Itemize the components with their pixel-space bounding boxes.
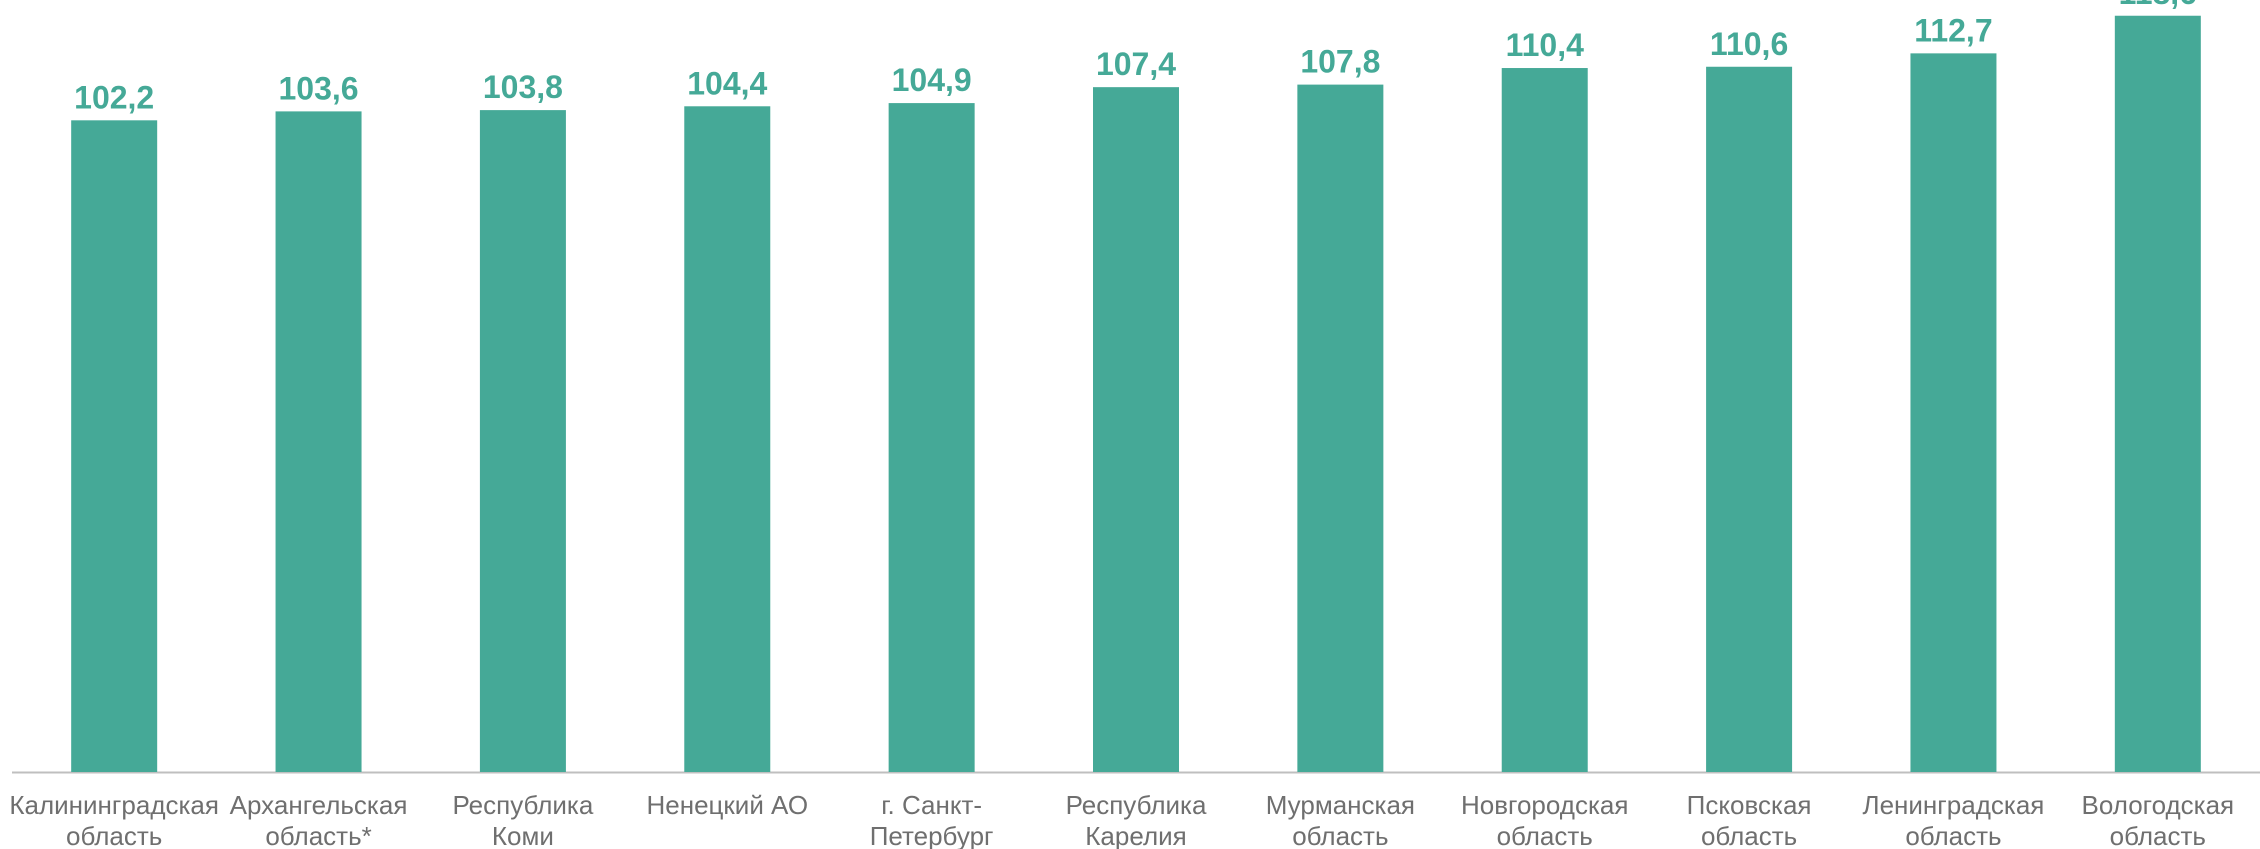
bar: [684, 106, 771, 772]
category-label: г. Санкт-Петербург: [870, 790, 994, 849]
bar: [888, 103, 975, 773]
value-labels-group: 102,2 103,6 103,8 104,4 104,9 107,4 107,8 110,4…: [74, 0, 2197, 115]
category-label-line: Республика: [452, 790, 593, 820]
category-label: Новгородская область: [1461, 790, 1628, 849]
category-label: Архангельская область*: [230, 790, 408, 849]
category-label-line: Псковская: [1687, 790, 1812, 820]
bar: [1910, 53, 1997, 773]
bar: [1706, 66, 1793, 772]
value-label: 103,6: [279, 70, 359, 106]
category-label-line: область: [2110, 821, 2206, 849]
bar: [1501, 68, 1588, 772]
category-label-line: Мурманская: [1266, 790, 1415, 820]
category-label: Псковская область: [1687, 790, 1812, 849]
value-label: 107,4: [1096, 46, 1176, 82]
category-label-line: Вологодская: [2082, 790, 2235, 820]
category-label-line: Коми: [492, 821, 554, 849]
category-label: Калининградская область: [9, 790, 219, 849]
category-label-line: область*: [265, 821, 371, 849]
value-label: 104,9: [892, 62, 972, 98]
category-label-line: Ненецкий АО: [646, 790, 808, 820]
bars-group: [71, 15, 2201, 773]
value-label: 104,4: [687, 65, 767, 101]
category-label-line: область: [1497, 821, 1593, 849]
value-label: 103,8: [483, 69, 563, 105]
value-label: 102,2: [74, 79, 154, 115]
value-label: 110,4: [1506, 27, 1585, 63]
category-label-line: область: [1292, 821, 1388, 849]
category-label: Ленинградская область: [1863, 790, 2045, 849]
category-label-line: область: [1905, 821, 2001, 849]
bar: [2114, 15, 2201, 773]
category-label-line: Петербург: [870, 821, 994, 849]
category-label-line: Архангельская: [230, 790, 408, 820]
category-label-line: Калининградская: [9, 790, 219, 820]
category-label-line: Карелия: [1085, 821, 1186, 849]
value-label: 110,6: [1710, 26, 1788, 62]
category-label-line: г. Санкт-: [881, 790, 982, 820]
category-label-line: Республика: [1066, 790, 1207, 820]
bar: [275, 111, 362, 772]
category-label-line: область: [66, 821, 162, 849]
bar: [1297, 84, 1384, 773]
category-label-line: Новгородская: [1461, 790, 1628, 820]
bar: [1093, 87, 1179, 772]
category-label: Вологодская область: [2082, 790, 2235, 849]
bar: [479, 110, 566, 773]
value-label: 118,6: [2119, 0, 2197, 11]
bar: [71, 120, 158, 773]
category-label: Ненецкий АО: [646, 790, 808, 820]
value-label: 112,7: [1914, 12, 1992, 48]
category-label-line: область: [1701, 821, 1797, 849]
category-label: Республика Коми: [452, 790, 593, 849]
value-label: 107,8: [1300, 44, 1380, 80]
category-label: Мурманская область: [1266, 790, 1415, 849]
category-label: Республика Карелия: [1066, 790, 1207, 849]
category-label-line: Ленинградская: [1863, 790, 2045, 820]
